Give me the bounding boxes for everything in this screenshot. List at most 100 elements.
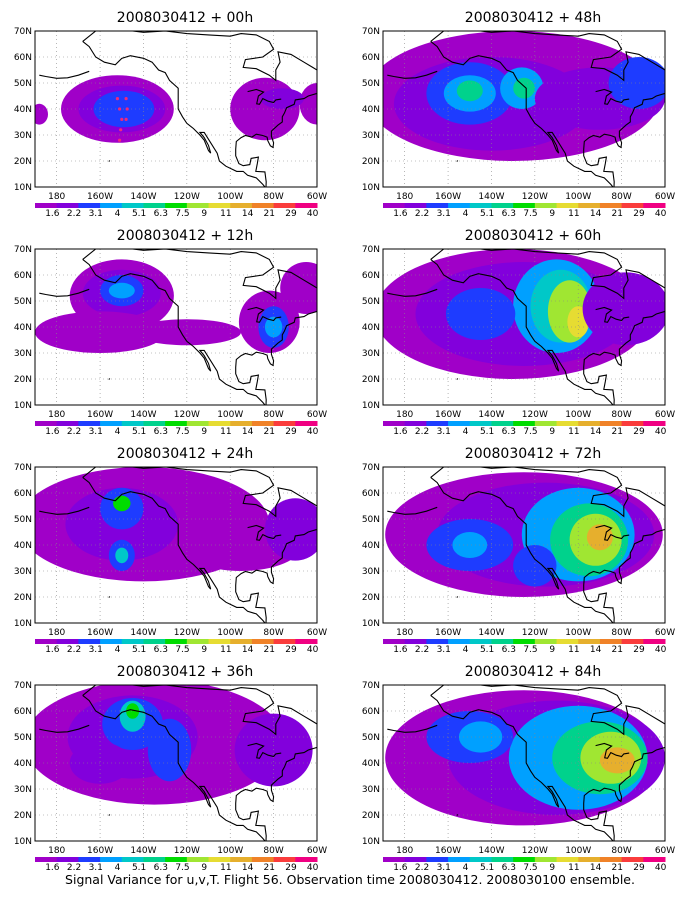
colorbar-label: 5.1 xyxy=(132,863,146,873)
lat-label: 70N xyxy=(362,245,380,255)
lon-label: 80W xyxy=(263,846,283,856)
colorbar-label: 40 xyxy=(655,863,667,873)
coastline xyxy=(387,506,438,515)
colorbar-label: 29 xyxy=(285,427,297,437)
lat-label: 70N xyxy=(14,463,32,473)
variance-shading xyxy=(586,524,613,551)
colorbar-swatch xyxy=(643,421,666,426)
lon-label: 120W xyxy=(174,192,200,202)
variance-shading xyxy=(115,547,129,564)
variance-shading xyxy=(108,282,135,299)
colorbar-swatch xyxy=(643,857,666,862)
colorbar-label: 21 xyxy=(264,209,275,219)
colorbar-swatch xyxy=(78,421,101,426)
map-frame xyxy=(34,30,318,188)
colorbar-swatch xyxy=(383,639,406,644)
lon-label: 140W xyxy=(478,192,504,202)
lon-label: 60W xyxy=(307,410,327,420)
colorbar-label: 14 xyxy=(242,863,254,873)
colorbar-label: 4 xyxy=(463,209,469,219)
map-panel-48h: 2008030412 + 48h xyxy=(348,2,678,222)
colorbar-label: 2.2 xyxy=(67,863,81,873)
lat-label: 20N xyxy=(14,593,32,603)
coastline xyxy=(82,31,317,89)
colorbar-label: 40 xyxy=(307,645,319,655)
colorbar-swatch xyxy=(165,203,188,208)
colorbar-swatch xyxy=(426,203,449,208)
map-1: 70N 60N 50N 40N 30N 20N 10N 180 160W 140W 120W 100W… xyxy=(362,27,675,219)
colorbar-label: 11 xyxy=(568,427,579,437)
variance-shading xyxy=(264,316,283,338)
colorbar-swatch xyxy=(534,203,558,208)
panel-title: 2008030412 + 60h xyxy=(464,228,602,244)
lat-label: 30N xyxy=(362,785,380,795)
lat-label: 40N xyxy=(362,323,380,333)
lat-label: 50N xyxy=(14,297,32,307)
colorbar-swatch xyxy=(251,639,275,644)
variance-shading xyxy=(599,747,635,774)
lat-label: 50N xyxy=(362,79,380,89)
colorbar-swatch xyxy=(230,203,253,208)
colorbar-label: 11 xyxy=(220,645,231,655)
lon-label: 100W xyxy=(217,192,243,202)
lat-label: 30N xyxy=(14,785,32,795)
lat-label: 60N xyxy=(14,271,32,281)
colorbar-swatch xyxy=(513,857,536,862)
lon-label: 160W xyxy=(435,192,461,202)
variance-shading xyxy=(513,77,535,99)
colorbar-label: 6.3 xyxy=(502,863,516,873)
lon-label: 160W xyxy=(87,628,113,638)
colorbar-label: 6.3 xyxy=(154,209,168,219)
coastline xyxy=(583,92,665,187)
colorbar-swatch xyxy=(35,203,58,208)
colorbar-label: 40 xyxy=(307,209,319,219)
colorbar-label: 3.1 xyxy=(437,863,451,873)
lon-label: 160W xyxy=(87,192,113,202)
colorbar-label: 5.1 xyxy=(480,863,494,873)
colorbar-swatch xyxy=(383,203,406,208)
lat-label: 10N xyxy=(14,401,32,411)
colorbar-label: 9 xyxy=(549,645,555,655)
map-4: 70N 60N 50N 40N 30N 20N 10N 180 160W 140W 120W 100W… xyxy=(14,463,327,655)
colorbar-swatch xyxy=(513,639,536,644)
colorbar-label: 14 xyxy=(590,863,602,873)
colorbar-swatch xyxy=(208,857,231,862)
map-panel-36h: 2008030412 + 36h xyxy=(0,656,330,876)
colorbar-label: 4 xyxy=(115,645,121,655)
coastline xyxy=(583,528,665,623)
colorbar-label: 7.5 xyxy=(523,863,537,873)
map-panel-12h: 2008030412 + 12h xyxy=(0,220,330,440)
colorbar-swatch xyxy=(100,639,123,644)
colorbar-label: 9 xyxy=(201,645,207,655)
colorbar-label: 4 xyxy=(115,427,121,437)
lat-label: 40N xyxy=(14,105,32,115)
lat-label: 40N xyxy=(362,541,380,551)
colorbar-swatch xyxy=(491,639,514,644)
variance-shading xyxy=(260,88,304,109)
lon-label: 60W xyxy=(307,846,327,856)
colorbar-swatch xyxy=(556,857,579,862)
colorbar-swatch xyxy=(35,639,58,644)
colorbar-swatch xyxy=(208,203,231,208)
colorbar-swatch xyxy=(165,639,188,644)
colorbar-swatch xyxy=(491,421,514,426)
variance-shading xyxy=(513,545,557,587)
colorbar-swatch xyxy=(404,421,427,426)
colorbar-label: 29 xyxy=(633,645,645,655)
lat-label: 20N xyxy=(14,811,32,821)
colorbar-swatch xyxy=(295,639,318,644)
colorbar-swatch xyxy=(273,857,296,862)
coastline xyxy=(595,306,630,323)
colorbar-label: 29 xyxy=(633,209,645,219)
colorbar-label: 6.3 xyxy=(154,645,168,655)
colorbar-swatch xyxy=(100,857,123,862)
lat-label: 40N xyxy=(362,105,380,115)
panel-title: 2008030412 + 24h xyxy=(116,446,254,462)
colorbar-label: 9 xyxy=(201,209,207,219)
colorbar-label: 2.2 xyxy=(415,645,429,655)
colorbar-label: 2.2 xyxy=(415,427,429,437)
colorbar-swatch xyxy=(469,857,492,862)
colorbar-swatch xyxy=(578,639,601,644)
colorbar-swatch xyxy=(100,203,123,208)
colorbar-swatch xyxy=(621,421,644,426)
